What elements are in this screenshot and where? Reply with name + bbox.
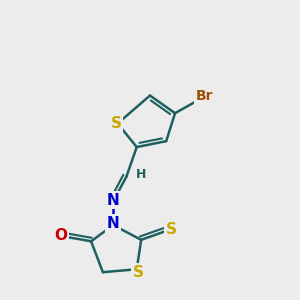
Text: N: N	[107, 216, 120, 231]
Text: S: S	[166, 222, 177, 237]
Text: N: N	[107, 193, 120, 208]
Text: Br: Br	[196, 88, 213, 103]
Text: S: S	[133, 265, 144, 280]
Text: H: H	[136, 168, 146, 181]
Text: S: S	[111, 116, 122, 131]
Text: O: O	[54, 228, 67, 243]
